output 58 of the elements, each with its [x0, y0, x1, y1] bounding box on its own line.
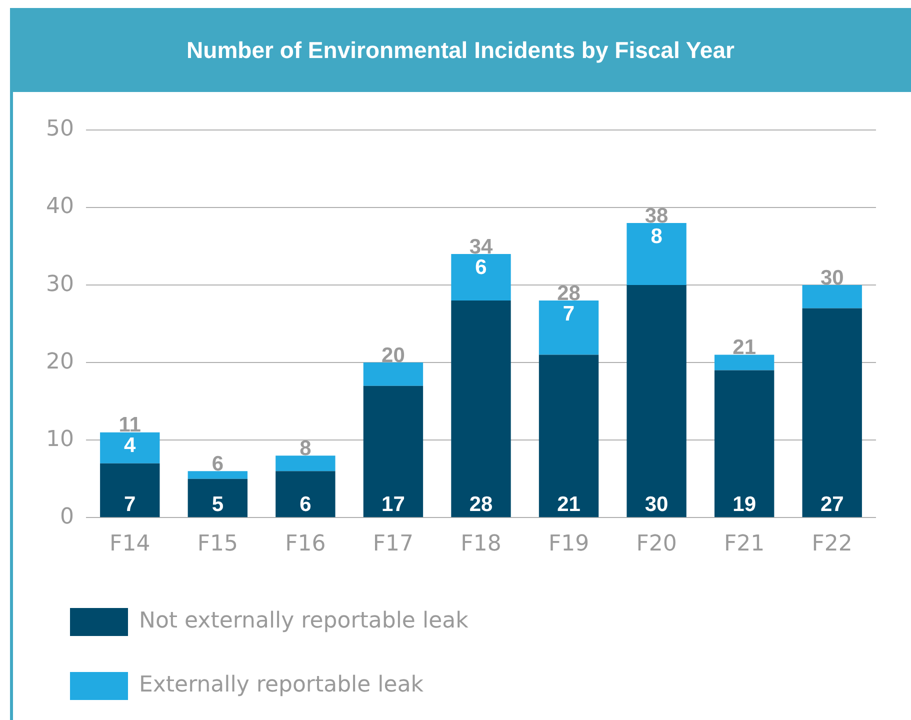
x-tick-label: F16 — [285, 532, 326, 557]
data-label: 7 — [562, 302, 575, 326]
total-label: 11 — [118, 414, 142, 437]
y-tick-label: 30 — [46, 272, 74, 297]
data-label: 27 — [820, 492, 844, 516]
bar — [802, 285, 862, 308]
y-tick-label: 10 — [46, 426, 74, 452]
data-label: 5 — [212, 492, 224, 516]
total-label: 34 — [469, 235, 493, 258]
bar — [538, 354, 599, 518]
data-label: 6 — [300, 492, 312, 516]
bar — [626, 223, 686, 286]
y-tick-label: 40 — [46, 194, 74, 220]
data-label: 8 — [650, 224, 663, 248]
legend-label: Not externally reportable leak — [139, 608, 469, 634]
data-label: 4 — [124, 434, 136, 458]
total-label: 8 — [300, 436, 312, 460]
bar — [451, 254, 511, 301]
total-label: 20 — [382, 344, 405, 367]
x-tick-label: F21 — [724, 532, 765, 557]
data-label: 28 — [469, 492, 493, 516]
total-label: 21 — [732, 336, 756, 360]
bar — [538, 300, 599, 355]
bar — [451, 300, 511, 518]
bar — [276, 456, 336, 472]
bar — [802, 308, 862, 518]
x-tick-label: F14 — [110, 532, 150, 557]
data-label: 30 — [644, 492, 668, 516]
x-tick-label: F22 — [812, 532, 852, 557]
chart-title: Number of Environmental Incidents by Fiscal Year — [10, 8, 911, 92]
bar — [100, 463, 160, 518]
bar — [714, 354, 774, 370]
x-tick-label: F15 — [197, 532, 238, 557]
legend-label: Externally reportable leak — [139, 672, 424, 698]
data-label: 17 — [382, 492, 405, 516]
bar — [100, 432, 160, 464]
x-tick-label: F20 — [636, 532, 677, 557]
bar — [626, 285, 686, 518]
bar — [276, 471, 336, 518]
y-tick-label: 20 — [46, 349, 74, 374]
total-label: 30 — [820, 266, 844, 290]
total-label: 6 — [212, 452, 224, 476]
total-label: 28 — [557, 282, 581, 305]
data-label: 21 — [557, 492, 581, 516]
bar — [188, 471, 248, 479]
data-label: 7 — [124, 492, 136, 516]
x-tick-label: F19 — [548, 532, 590, 557]
y-tick-label: 0 — [60, 504, 74, 530]
data-label: 6 — [475, 256, 487, 279]
bar — [363, 362, 424, 386]
total-label: 38 — [644, 204, 669, 228]
x-tick-label: F17 — [372, 532, 414, 557]
x-tick-label: F18 — [460, 532, 502, 557]
bar — [363, 386, 424, 518]
bar — [714, 370, 774, 518]
y-tick-label: 50 — [46, 116, 74, 142]
bar — [188, 478, 248, 518]
data-label: 19 — [732, 492, 756, 516]
